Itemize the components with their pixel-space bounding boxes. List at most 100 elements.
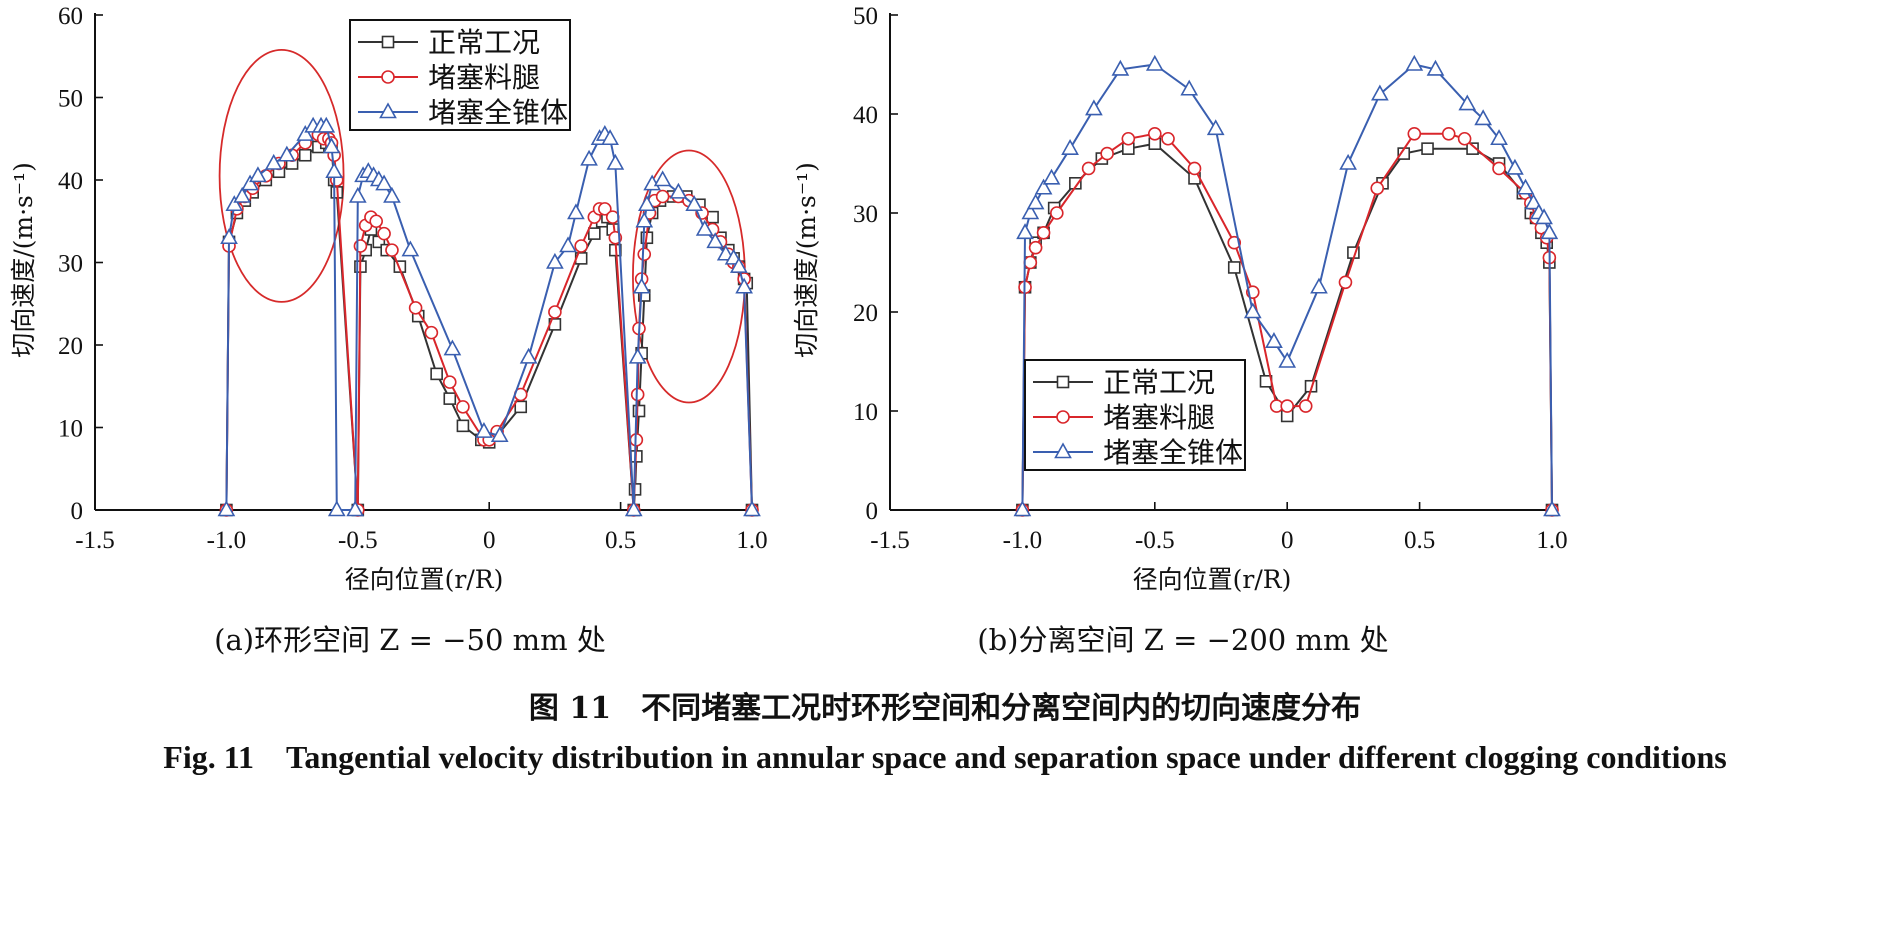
data-point: [1111, 59, 1130, 76]
data-point: [653, 170, 672, 187]
data-point: [233, 186, 252, 203]
data-point: [548, 305, 562, 319]
x-tick-label: 0: [1281, 527, 1294, 554]
data-point: [574, 239, 588, 253]
data-point: [393, 260, 407, 273]
data-point: [1243, 302, 1262, 319]
data-point: [1061, 139, 1079, 155]
data-point: [1426, 59, 1445, 76]
series-a-2: [217, 116, 761, 517]
data-point: [1021, 203, 1040, 220]
axes-b: 0 10 20 30 40 50 -1.5 -1.0 -0.5 0 0.5 1.0: [853, 3, 1568, 554]
data-point: [1490, 129, 1508, 146]
data-point: [580, 149, 598, 166]
data-point: [383, 186, 401, 203]
legend-label: 正常工况: [428, 26, 540, 59]
chart-panel-b: 0 10 20 30 40 50 -1.5 -1.0 -0.5 0 0.5 1.0 切向速度/(m·s…: [792, 3, 1568, 657]
data-point: [743, 500, 761, 517]
data-point: [1370, 181, 1385, 196]
data-point: [628, 347, 647, 364]
legend-entry: 堵塞料腿: [358, 61, 540, 94]
data-point: [638, 195, 656, 212]
data-point: [249, 166, 267, 183]
legend-label: 堵塞料腿: [1103, 401, 1215, 434]
data-point: [220, 228, 238, 245]
data-point: [1085, 99, 1103, 116]
data-point: [735, 277, 753, 294]
legend-label: 正常工况: [1103, 366, 1215, 399]
data-point: [519, 347, 538, 364]
y-axis-label-b: 切向速度/(m·s⁻¹): [792, 162, 821, 358]
data-point: [1187, 161, 1202, 176]
y-tick-label: 10: [58, 416, 83, 443]
data-point: [1023, 255, 1038, 270]
figure-caption-en: Fig. 11 Tangential velocity distribution…: [163, 739, 1726, 775]
data-point: [369, 214, 383, 229]
legend-marker: [381, 70, 395, 84]
data-point: [1265, 332, 1283, 349]
data-point: [424, 325, 439, 340]
data-point: [624, 500, 643, 517]
legend-marker: [1056, 375, 1070, 389]
axes-a: 0 10 20 30 40 50 60 -1.5 -1.0 -0.5 0 0.5 1.0: [58, 3, 768, 554]
data-point: [1298, 399, 1313, 413]
data-point: [1339, 153, 1357, 170]
highlight-ellipse-left: [218, 48, 345, 303]
x-tick-label: 1.0: [1536, 527, 1567, 554]
data-point: [377, 226, 391, 241]
x-tick-label: 0.5: [605, 527, 636, 554]
data-point: [567, 203, 585, 220]
legend-marker: [379, 102, 397, 119]
data-point: [443, 392, 457, 405]
data-point: [514, 400, 528, 414]
data-point: [1036, 226, 1051, 240]
data-point: [1206, 119, 1225, 136]
data-point: [1028, 240, 1043, 255]
data-point: [588, 227, 601, 240]
data-point: [1034, 178, 1053, 195]
x-tick-label: -0.5: [1135, 527, 1175, 554]
y-tick-label: 20: [853, 300, 878, 327]
data-point: [317, 116, 336, 133]
data-point: [601, 129, 619, 146]
data-point: [1121, 131, 1136, 146]
legend-label: 堵塞全锥体: [428, 96, 568, 129]
y-tick-label: 0: [866, 498, 879, 525]
data-point: [655, 189, 670, 204]
data-point: [1421, 142, 1434, 155]
data-point: [277, 145, 296, 162]
data-point: [1050, 206, 1064, 220]
data-point: [669, 182, 688, 199]
subcaption-b: (b)分离空间 Z = −200 mm 处: [977, 623, 1388, 657]
data-point: [1338, 275, 1353, 290]
data-point: [1278, 351, 1297, 368]
data-point: [475, 421, 493, 438]
data-point: [296, 124, 315, 141]
data-point: [1180, 79, 1199, 96]
data-point: [546, 252, 564, 269]
x-tick-label: -1.0: [1003, 527, 1043, 554]
data-point: [1013, 500, 1032, 517]
series-a-1: [219, 127, 759, 517]
y-tick-label: 30: [58, 251, 83, 278]
data-point: [327, 500, 346, 517]
data-point: [346, 500, 365, 517]
y-tick-label: 30: [853, 201, 878, 228]
data-point: [1042, 168, 1061, 185]
legend-entry: 堵塞料腿: [1033, 401, 1215, 434]
data-point: [632, 277, 651, 294]
x-tick-label: -1.0: [207, 527, 247, 554]
series-group-b: [1013, 54, 1561, 517]
y-tick-label: 50: [58, 86, 83, 113]
data-point: [456, 400, 470, 414]
data-point: [1535, 208, 1553, 225]
y-tick-label: 40: [853, 102, 878, 129]
data-point: [605, 210, 620, 224]
x-axis-label-b: 径向位置(r/R): [1133, 565, 1292, 594]
data-point: [637, 247, 652, 262]
data-point: [1474, 109, 1493, 126]
x-axis-label-a: 径向位置(r/R): [345, 565, 504, 594]
subcaption-a: (a)环形空间 Z = −50 mm 处: [214, 623, 606, 657]
